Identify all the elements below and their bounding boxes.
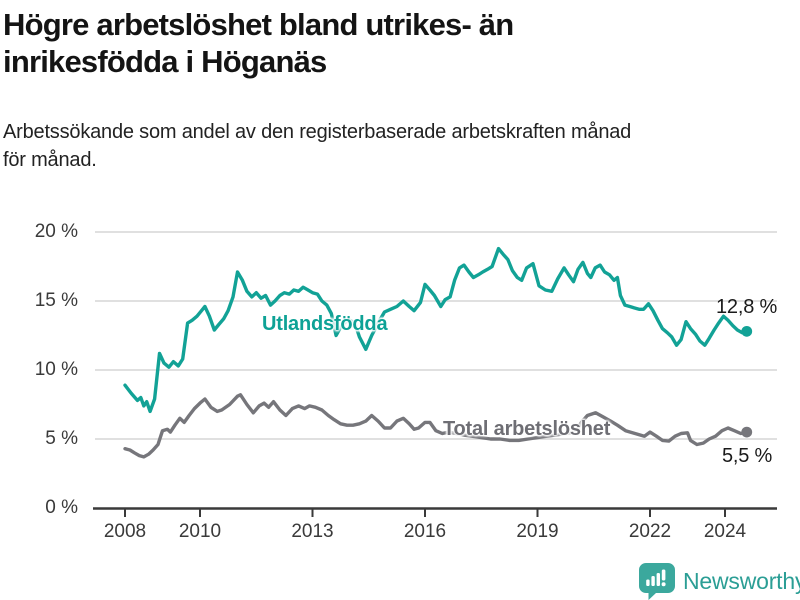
newsworthy-logo-icon <box>639 563 675 600</box>
end-value-label-utlandsfodda: 12,8 % <box>716 296 778 318</box>
series-line-utlandsf-dda <box>123 246 749 414</box>
chart-subtitle-line1: Arbetssökande som andel av den registerb… <box>3 121 632 143</box>
series-label-total-arbetsloshet: Total arbetslöshet <box>443 418 611 440</box>
series-label-utlandsfodda: Utlandsfödda <box>262 313 388 335</box>
logo-bars-icon <box>646 569 666 587</box>
end-value-label-total: 5,5 % <box>722 445 773 467</box>
page-title-line1: Högre arbetslöshet bland utrikes- än <box>3 7 514 42</box>
chart-subtitle: Arbetssökande som andel av den registerb… <box>3 118 773 174</box>
series-end-dot <box>741 325 753 337</box>
chart-subtitle-line2: för månad. <box>3 149 97 171</box>
newsworthy-brand-link[interactable]: Newsworthy <box>638 562 800 600</box>
page-title: Högre arbetslöshet bland utrikes- än inr… <box>3 6 703 80</box>
series-line-total-arbetsl-shet <box>123 393 749 459</box>
series-end-dot <box>741 426 753 438</box>
newsworthy-wordmark: Newsworthy <box>683 567 800 594</box>
page-title-line2: inrikesfödda i Höganäs <box>3 44 327 79</box>
